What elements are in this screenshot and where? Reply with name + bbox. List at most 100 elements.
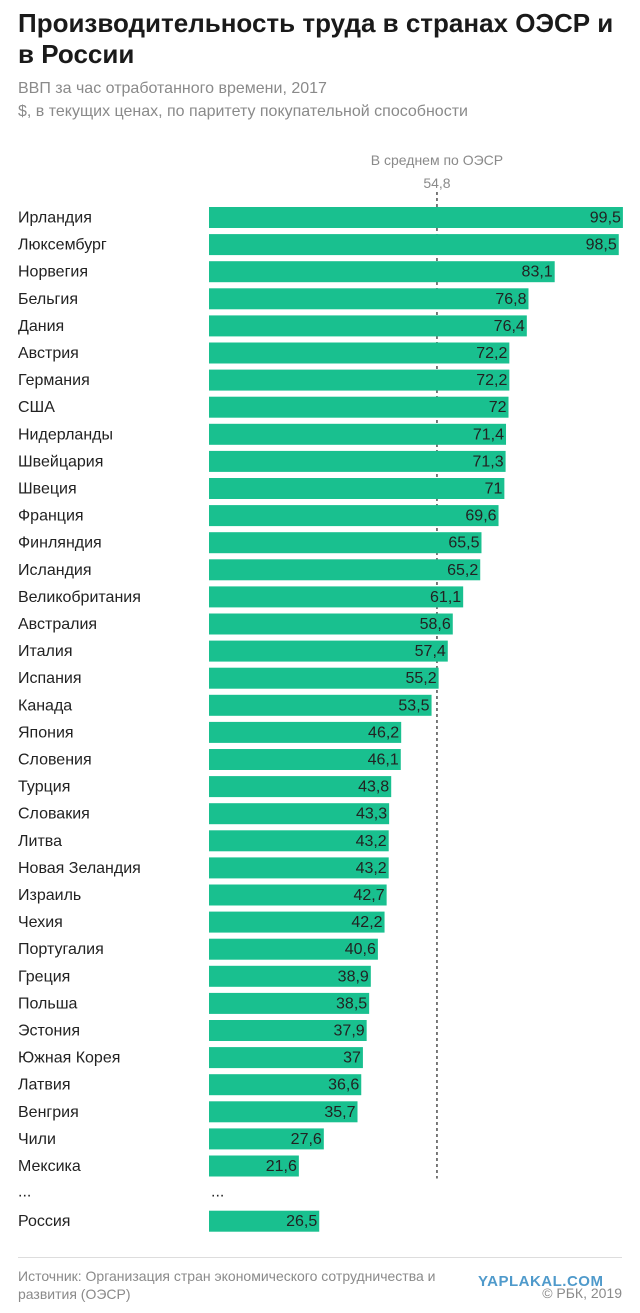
value-label: 57,4 [415,643,446,660]
category-label: Португалия [18,941,104,958]
value-label: 37,9 [334,1023,365,1040]
bar [209,1047,363,1069]
bar [209,532,482,554]
value-label: 58,6 [420,616,451,633]
category-label: Япония [18,724,74,741]
value-label: 21,6 [266,1158,297,1175]
value-label: 72,2 [476,345,507,362]
bar [209,938,378,960]
bar [209,749,401,770]
value-label: 43,2 [356,860,387,877]
value-label: 53,5 [398,697,429,714]
chart-subtitle-units: $, в текущих ценах, по паритету покупате… [18,103,468,120]
value-label: 38,9 [338,968,369,985]
bar [209,1155,299,1177]
bar [209,288,529,310]
ellipsis-category: ... [18,1184,31,1201]
bar [209,1210,320,1232]
category-label: Швеция [18,481,77,498]
bar [209,559,481,581]
value-label: 55,2 [405,670,436,687]
category-label: Австралия [18,616,97,633]
value-label: 43,3 [356,806,387,823]
category-label: Греция [18,968,70,985]
bar [209,1128,324,1150]
bar [209,965,371,987]
value-label: 26,5 [286,1213,317,1230]
reference-line-label: В среднем по ОЭСР [371,152,503,168]
value-label: 36,6 [328,1077,359,1094]
category-label: Мексика [18,1158,81,1175]
value-label: 98,5 [586,237,617,254]
value-label: 46,1 [368,752,399,769]
bar [209,1101,358,1123]
bar [209,830,389,852]
chart-title: Производительность труда в странах ОЭСР … [18,8,614,69]
category-label: Ирландия [18,210,92,227]
bar [209,342,510,364]
value-label: 83,1 [522,264,553,281]
category-label: Польша [18,995,78,1012]
bar [209,667,439,689]
value-label: 61,1 [430,589,461,606]
value-label: 43,8 [358,779,389,796]
watermark: YAPLAKAL.COM [478,1273,604,1290]
bar [209,911,385,933]
category-label: Люксембург [18,237,107,254]
category-label: Италия [18,643,72,660]
category-label: Словакия [18,806,90,823]
value-label: 72,2 [476,372,507,389]
category-label: Бельгия [18,291,78,308]
bar [209,857,389,879]
category-label: Чили [18,1131,56,1148]
bar [209,505,499,527]
bar [209,613,453,635]
category-label: Канада [18,697,72,714]
category-label: Израиль [18,887,81,904]
category-label: Германия [18,372,90,389]
category-label: Исландия [18,562,92,579]
ellipsis-bar: ... [211,1184,224,1201]
value-label: 40,6 [345,941,376,958]
source-note: Источник: Организация стран экономическо… [18,1268,436,1302]
category-label: Великобритания [18,589,141,606]
value-label: 35,7 [324,1104,355,1121]
value-label: 38,5 [336,995,367,1012]
value-label: 37 [343,1050,361,1067]
bar [209,776,392,798]
category-label: Латвия [18,1077,70,1094]
value-label: 43,2 [356,833,387,850]
bar [209,369,510,391]
value-label: 65,2 [447,562,478,579]
value-label: 42,7 [353,887,384,904]
category-label: Эстония [18,1023,80,1040]
bar [209,396,509,418]
footer-divider [18,1257,622,1258]
category-label: Финляндия [18,535,102,552]
value-label: 42,2 [351,914,382,931]
value-label: 71,4 [473,426,504,443]
value-label: 27,6 [291,1131,322,1148]
value-label: 76,4 [494,318,525,335]
value-label: 46,2 [368,724,399,741]
category-label: Австрия [18,345,79,362]
bar [209,207,623,228]
chart-subtitle-period: ВВП за час отработанного времени, 2017 [18,80,327,97]
category-label: Россия [18,1213,70,1230]
category-label: Испания [18,670,82,687]
value-label: 76,8 [495,291,526,308]
value-label: 71,3 [472,453,503,470]
bar-chart: В среднем по ОЭСР 54,8 Ирландия 99,5 Люксемб… [18,152,623,1232]
category-label: Венгрия [18,1104,79,1121]
bar [209,721,402,743]
category-label: Швейцария [18,453,103,470]
category-label: Южная Корея [18,1050,120,1067]
copyright: © РБК, 2019 [542,1285,622,1301]
category-label: Литва [18,833,62,850]
value-label: 72 [489,399,507,416]
bar [209,586,464,608]
value-label: 71 [485,481,503,498]
bar [209,234,619,256]
bar [209,1074,362,1096]
bar [209,315,527,337]
